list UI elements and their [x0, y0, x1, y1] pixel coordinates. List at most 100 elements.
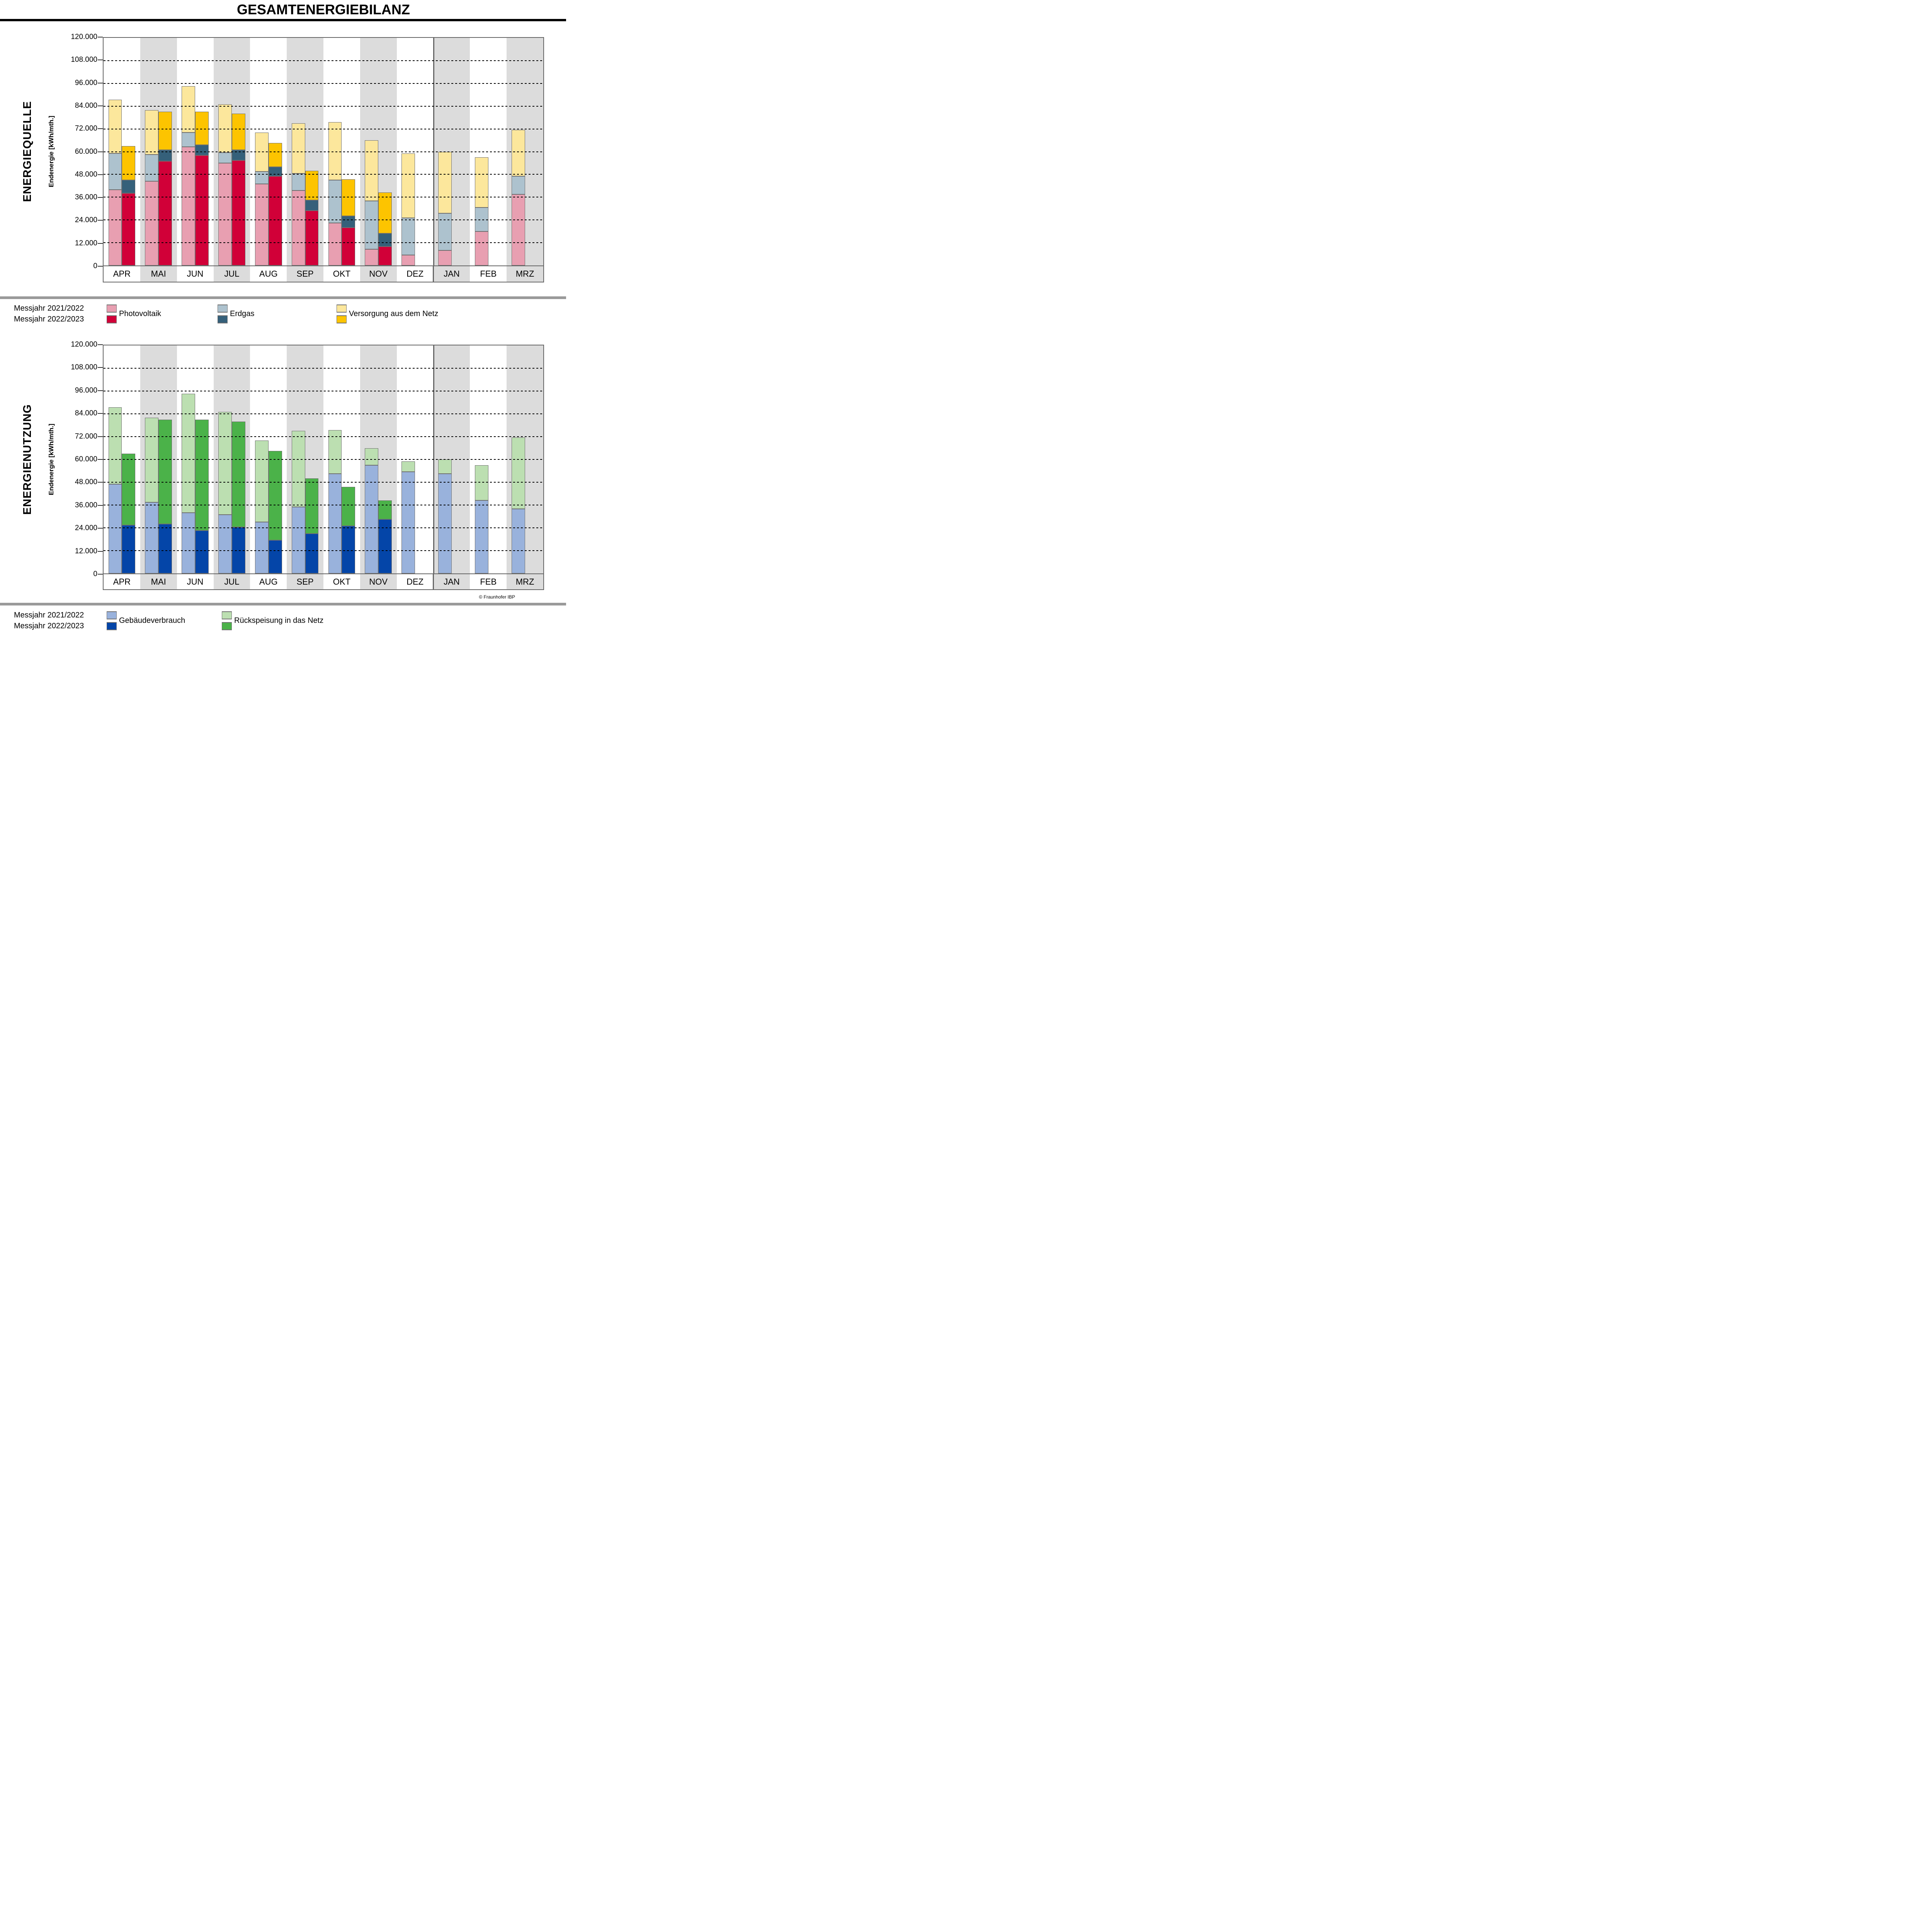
- bar-segment: [195, 155, 209, 265]
- legend-swatch-group: [107, 611, 117, 631]
- legend-swatch-group: [218, 304, 228, 326]
- x-tick-label: MAI: [140, 266, 177, 282]
- bar-segment: [108, 189, 122, 265]
- bar-segment: [195, 531, 209, 573]
- x-tick-label: JAN: [433, 574, 470, 589]
- y-tick-label: 96.000: [75, 78, 97, 87]
- legend-item-label: Rückspeisung in das Netz: [234, 616, 324, 625]
- x-tick-label: AUG: [259, 577, 278, 587]
- bar-segment: [291, 173, 305, 191]
- bar-segment: [438, 473, 452, 573]
- y-tick-mark: [98, 482, 103, 483]
- bar-segment: [231, 114, 245, 150]
- bar-segment: [438, 250, 452, 265]
- bar-segment: [268, 143, 282, 167]
- x-tick-label: OKT: [333, 269, 351, 279]
- copyright: © Fraunhofer IBP: [479, 594, 515, 600]
- y-tick-label: 120.000: [71, 33, 97, 41]
- x-tick-label: JUN: [187, 577, 204, 587]
- x-axis-energiequelle: APR MAI JUN JUL AUG SEP OKT NOV DEZ JAN FEB MRZ: [103, 266, 544, 282]
- y-tick-label: 108.000: [71, 56, 97, 64]
- bar-segment: [328, 122, 342, 180]
- year-divider: [432, 266, 434, 282]
- x-tick-label: SEP: [287, 266, 323, 282]
- bar-segment: [108, 153, 122, 190]
- gridline: [104, 60, 543, 61]
- bar-segment: [255, 133, 269, 172]
- y-tick-label: 108.000: [71, 363, 97, 372]
- bar-segment: [401, 461, 415, 472]
- y-tick-mark: [98, 105, 103, 106]
- x-tick-label: FEB: [480, 269, 497, 279]
- bar-segment: [305, 200, 319, 211]
- x-tick-label: AUG: [259, 269, 278, 279]
- y-tick-label: 60.000: [75, 147, 97, 156]
- bar-segment: [108, 407, 122, 484]
- y-tick-label: 0: [93, 262, 97, 270]
- bar-segment: [401, 471, 415, 573]
- legend-item-label: Versorgung aus dem Netz: [349, 310, 439, 318]
- bar-segment: [365, 448, 379, 465]
- bar-segment: [255, 440, 269, 522]
- bar-segment: [438, 151, 452, 214]
- legend-swatch-year1: [337, 304, 347, 313]
- gridline: [104, 83, 543, 84]
- y-tick-label: 72.000: [75, 124, 97, 133]
- bar-segment: [195, 112, 209, 145]
- gridline: [104, 459, 543, 460]
- bar-segment: [145, 502, 159, 573]
- bar-segment: [305, 478, 319, 534]
- bar-segment: [474, 500, 488, 573]
- y-tick-mark: [98, 574, 103, 575]
- y-tick-label: 36.000: [75, 501, 97, 509]
- bar-segment: [255, 522, 269, 573]
- y-tick-mark: [98, 367, 103, 368]
- bar-segment: [365, 140, 379, 201]
- bar-segment: [122, 525, 136, 573]
- bar-segment: [328, 430, 342, 474]
- bar-segment: [365, 201, 379, 250]
- bar-segment: [342, 179, 355, 216]
- x-tick-label: DEZ: [406, 577, 424, 587]
- page: GESAMTENERGIEBILANZ ENERGIEQUELLE Endene…: [0, 0, 566, 631]
- x-axis-energienutzung: APR MAI JUN JUL AUG SEP OKT NOV DEZ JAN FEB MRZ: [103, 574, 544, 590]
- legend-item-label: Photovoltaik: [119, 310, 161, 318]
- bar-segment: [268, 540, 282, 573]
- legend-swatch-year1: [222, 611, 232, 619]
- y-tick-label: 0: [93, 570, 97, 578]
- legend-swatch-year1: [218, 304, 228, 313]
- bar-segment: [255, 172, 269, 184]
- bar-segment: [401, 153, 415, 218]
- y-tick-mark: [98, 344, 103, 345]
- bar-segment: [328, 473, 342, 573]
- x-tick-label: SEP: [287, 574, 323, 589]
- bar-segment: [231, 421, 245, 527]
- bar-segment: [182, 147, 196, 265]
- legend-swatch-year1: [107, 304, 117, 313]
- bar-segment: [328, 223, 342, 265]
- y-tick-mark: [98, 266, 103, 267]
- bar-segment: [438, 213, 452, 250]
- bar-segment: [108, 484, 122, 573]
- x-tick-label: APR: [113, 577, 131, 587]
- x-tick-label: JUL: [213, 574, 250, 589]
- bar-segment: [268, 167, 282, 177]
- bar-segment: [511, 509, 525, 573]
- legend-swatch-year2: [107, 315, 117, 323]
- plot-energiequelle: [103, 37, 544, 266]
- bar-segment: [145, 154, 159, 181]
- bar-segment: [182, 512, 196, 573]
- bar-segment: [474, 157, 488, 208]
- bar-segment: [218, 163, 232, 265]
- bar-segment: [231, 160, 245, 265]
- bar-segment: [511, 130, 525, 177]
- gridline: [104, 219, 543, 221]
- bar-segment: [195, 145, 209, 156]
- y-tick-mark: [98, 436, 103, 437]
- bar-segment: [158, 419, 172, 524]
- x-tick-label: MRZ: [507, 266, 543, 282]
- y-tick-label: 84.000: [75, 409, 97, 418]
- y-tick-mark: [98, 220, 103, 221]
- y-tick-label: 36.000: [75, 193, 97, 202]
- bar-segment: [122, 454, 136, 525]
